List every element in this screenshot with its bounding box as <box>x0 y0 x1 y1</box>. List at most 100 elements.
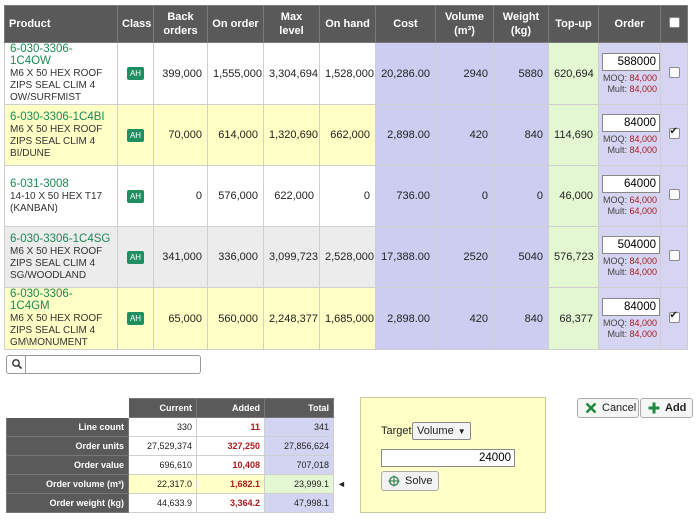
on-hand-cell: 1,685,000 <box>319 287 376 350</box>
row-checkbox[interactable] <box>668 189 680 200</box>
product-description: 14-10 X 50 HEX T17 (KANBAN) <box>10 190 103 214</box>
select-all-checkbox[interactable] <box>668 16 680 28</box>
mult-value: 84,000 <box>629 145 657 155</box>
moq-value: 84,000 <box>629 317 657 328</box>
topup-cell: 620,694 <box>548 42 599 105</box>
class-badge: AH <box>126 128 145 142</box>
order-quantity-input[interactable] <box>602 297 660 316</box>
summary-added: 3,364.2 <box>196 493 265 513</box>
header-weight[interactable]: Weight (kg) <box>493 5 549 43</box>
moq-value: 84,000 <box>629 72 657 83</box>
cancel-label: Cancel <box>602 402 637 414</box>
row-checkbox[interactable] <box>668 310 680 323</box>
header-select-all[interactable] <box>660 5 688 43</box>
on-hand-cell: 662,000 <box>319 104 376 166</box>
target-select[interactable]: Volume ▼ <box>412 422 471 440</box>
summary-label: Line count <box>6 417 129 437</box>
header-back-orders[interactable]: Back orders <box>153 5 208 43</box>
table-row[interactable]: 6-030-3306-1C4OW M6 X 50 HEX ROOF ZIPS SE… <box>4 42 688 105</box>
product-code[interactable]: 6-030-3306-1C4BI <box>10 110 105 123</box>
summary-added: 11 <box>196 417 265 437</box>
summary-header-total: Total <box>264 398 334 418</box>
row-checkbox[interactable] <box>668 66 680 78</box>
row-checkbox[interactable] <box>668 126 680 139</box>
header-product[interactable]: Product <box>4 5 118 43</box>
close-icon <box>585 402 597 414</box>
moq-value: 84,000 <box>629 134 657 144</box>
moq-value: 64,000 <box>629 195 657 205</box>
summary-added: 10,408 <box>196 455 265 475</box>
table-row[interactable]: 6-030-3306-1C4BI M6 X 50 HEX ROOF ZIPS SE… <box>4 104 688 166</box>
max-level-cell: 1,320,690 <box>263 104 320 166</box>
header-on-hand[interactable]: On hand <box>319 5 376 43</box>
volume-cell: 2520 <box>435 226 494 288</box>
cancel-button[interactable]: Cancel <box>577 398 639 418</box>
plus-icon <box>648 402 660 414</box>
summary-added: 327,250 <box>196 436 265 456</box>
summary-header-added: Added <box>196 398 265 418</box>
search-input[interactable] <box>6 355 201 374</box>
cost-cell: 20,286.00 <box>375 42 436 105</box>
product-description: M6 X 50 HEX ROOF ZIPS SEAL CLIM 4 BI/DUN… <box>10 123 103 159</box>
class-badge: AH <box>126 67 145 80</box>
summary-row: Order volume (m³) 22,317.0 1,682.1 23,999.1 <box>6 474 334 494</box>
product-description: M6 X 50 HEX ROOF ZIPS SEAL CLIM 4 GM\MON… <box>10 313 103 348</box>
product-cell[interactable]: 6-030-3306-1C4OW M6 X 50 HEX ROOF ZIPS SE… <box>4 42 118 105</box>
product-cell[interactable]: 6-031-3008 14-10 X 50 HEX T17 (KANBAN) <box>4 165 118 227</box>
order-quantity-input[interactable] <box>602 52 660 71</box>
product-cell[interactable]: 6-030-3306-1C4SG M6 X 50 HEX ROOF ZIPS SE… <box>4 226 118 288</box>
product-code[interactable]: 6-030-3306-1C4GM <box>10 288 73 312</box>
moq-line: MOQ: 84,000 <box>602 73 657 84</box>
header-class[interactable]: Class <box>117 5 154 43</box>
product-cell[interactable]: 6-030-3306-1C4BI M6 X 50 HEX ROOF ZIPS SE… <box>4 104 118 166</box>
product-code[interactable]: 6-031-3008 <box>10 177 69 190</box>
table-row[interactable]: 6-030-3306-1C4GM M6 X 50 HEX ROOF ZIPS SE… <box>4 287 688 350</box>
order-quantity-input[interactable] <box>602 236 660 254</box>
back-orders-cell: 0 <box>153 165 208 227</box>
mult-line: Mult: 84,000 <box>602 84 657 95</box>
summary-label: Order units <box>6 436 129 456</box>
header-order[interactable]: Order <box>598 5 661 43</box>
summary-row: Order value 696,610 10,408 707,018 <box>6 455 334 475</box>
table-row[interactable]: 6-031-3008 14-10 X 50 HEX T17 (KANBAN) AH 0… <box>4 165 688 227</box>
summary-total: 27,856,624 <box>264 436 334 456</box>
weight-cell: 840 <box>493 287 549 350</box>
product-cell[interactable]: 6-030-3306-1C4GM M6 X 50 HEX ROOF ZIPS SE… <box>4 287 118 350</box>
summary-label: Order volume (m³) <box>6 474 129 494</box>
moq-label: MOQ: <box>602 256 627 266</box>
order-quantity-input[interactable] <box>602 175 660 193</box>
topup-cell: 68,377 <box>548 287 599 350</box>
topup-cell: 114,690 <box>548 104 599 166</box>
product-code[interactable]: 6-030-3306-1C4SG <box>10 232 111 245</box>
order-summary-table: Current Added Total Line count 330 11 341 Or… <box>6 398 334 513</box>
header-max-level[interactable]: Max level <box>263 5 320 43</box>
moq-line: MOQ: 64,000 <box>602 195 657 206</box>
header-volume[interactable]: Volume (m³) <box>435 5 494 43</box>
summary-row: Order weight (kg) 44,633.9 3,364.2 47,998.1 <box>6 493 334 513</box>
header-topup[interactable]: Top-up <box>548 5 599 43</box>
header-cost[interactable]: Cost <box>375 5 436 43</box>
product-code[interactable]: 6-030-3306-1C4OW <box>10 43 73 67</box>
summary-current: 22,317.0 <box>128 474 197 494</box>
select-cell <box>660 165 688 227</box>
solve-button[interactable]: Solve <box>381 471 439 491</box>
weight-cell: 5880 <box>493 42 549 105</box>
mult-label: Mult: <box>607 206 627 216</box>
target-value-input[interactable] <box>381 449 515 467</box>
moq-label: MOQ: <box>602 317 627 328</box>
row-checkbox[interactable] <box>668 250 680 261</box>
summary-row: Line count 330 11 341 <box>6 417 334 437</box>
moq-label: MOQ: <box>602 195 627 205</box>
header-on-order[interactable]: On order <box>207 5 264 43</box>
order-quantity-input[interactable] <box>602 114 660 132</box>
summary-label: Order weight (kg) <box>6 493 129 513</box>
moq-value: 84,000 <box>629 256 657 266</box>
product-description: M6 X 50 HEX ROOF ZIPS SEAL CLIM 4 SG/WOO… <box>10 245 103 281</box>
table-row[interactable]: 6-030-3306-1C4SG M6 X 50 HEX ROOF ZIPS SE… <box>4 226 688 288</box>
class-cell: AH <box>117 226 154 288</box>
add-button[interactable]: Add <box>640 398 693 418</box>
